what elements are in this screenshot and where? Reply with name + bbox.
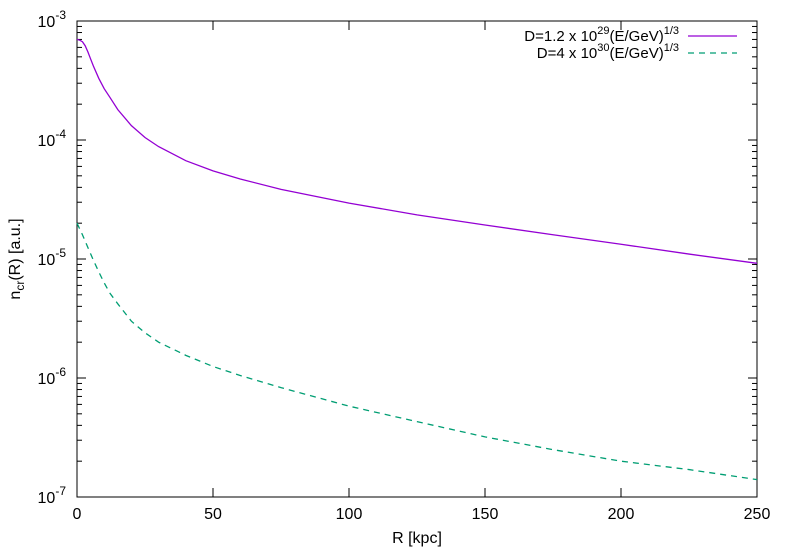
y-axis-label-sub: cr [13, 281, 27, 291]
plot-border [76, 20, 758, 498]
legend-label-1: D=1.2 x 1029(E/GeV)1/3 [524, 25, 679, 45]
y-tick-label: 10-5 [38, 246, 67, 269]
x-tick-label: 100 [336, 506, 363, 523]
y-tick-label: 10-6 [38, 365, 67, 388]
x-axis-label: R [kpc] [392, 530, 442, 547]
x-axis: 0 50 100 150 200 250 [73, 21, 771, 523]
x-tick-label: 50 [204, 506, 222, 523]
y-tick-label: 10-7 [38, 484, 67, 507]
series-1-line [76, 38, 758, 264]
x-tick-label: 250 [744, 506, 771, 523]
x-tick-label: 200 [608, 506, 635, 523]
legend-label-2: D=4 x 1030(E/GeV)1/3 [537, 42, 679, 62]
y-axis: 10-7 10-6 10-5 10-4 10-3 [38, 8, 757, 507]
x-tick-label: 150 [472, 506, 499, 523]
y-tick-label: 10-3 [38, 8, 67, 31]
y-axis-label: ncr(R) [a.u.] [7, 218, 27, 299]
y-axis-label-base: n [7, 291, 24, 300]
y-axis-label-rest: (R) [a.u.] [7, 218, 24, 280]
y-tick-label: 10-4 [38, 127, 67, 150]
plot-area [76, 20, 758, 498]
x-tick-label: 0 [73, 506, 82, 523]
legend: D=1.2 x 1029(E/GeV)1/3D=4 x 1030(E/GeV)1… [524, 25, 737, 62]
series-2-line [76, 222, 758, 481]
series-layer [76, 38, 758, 481]
